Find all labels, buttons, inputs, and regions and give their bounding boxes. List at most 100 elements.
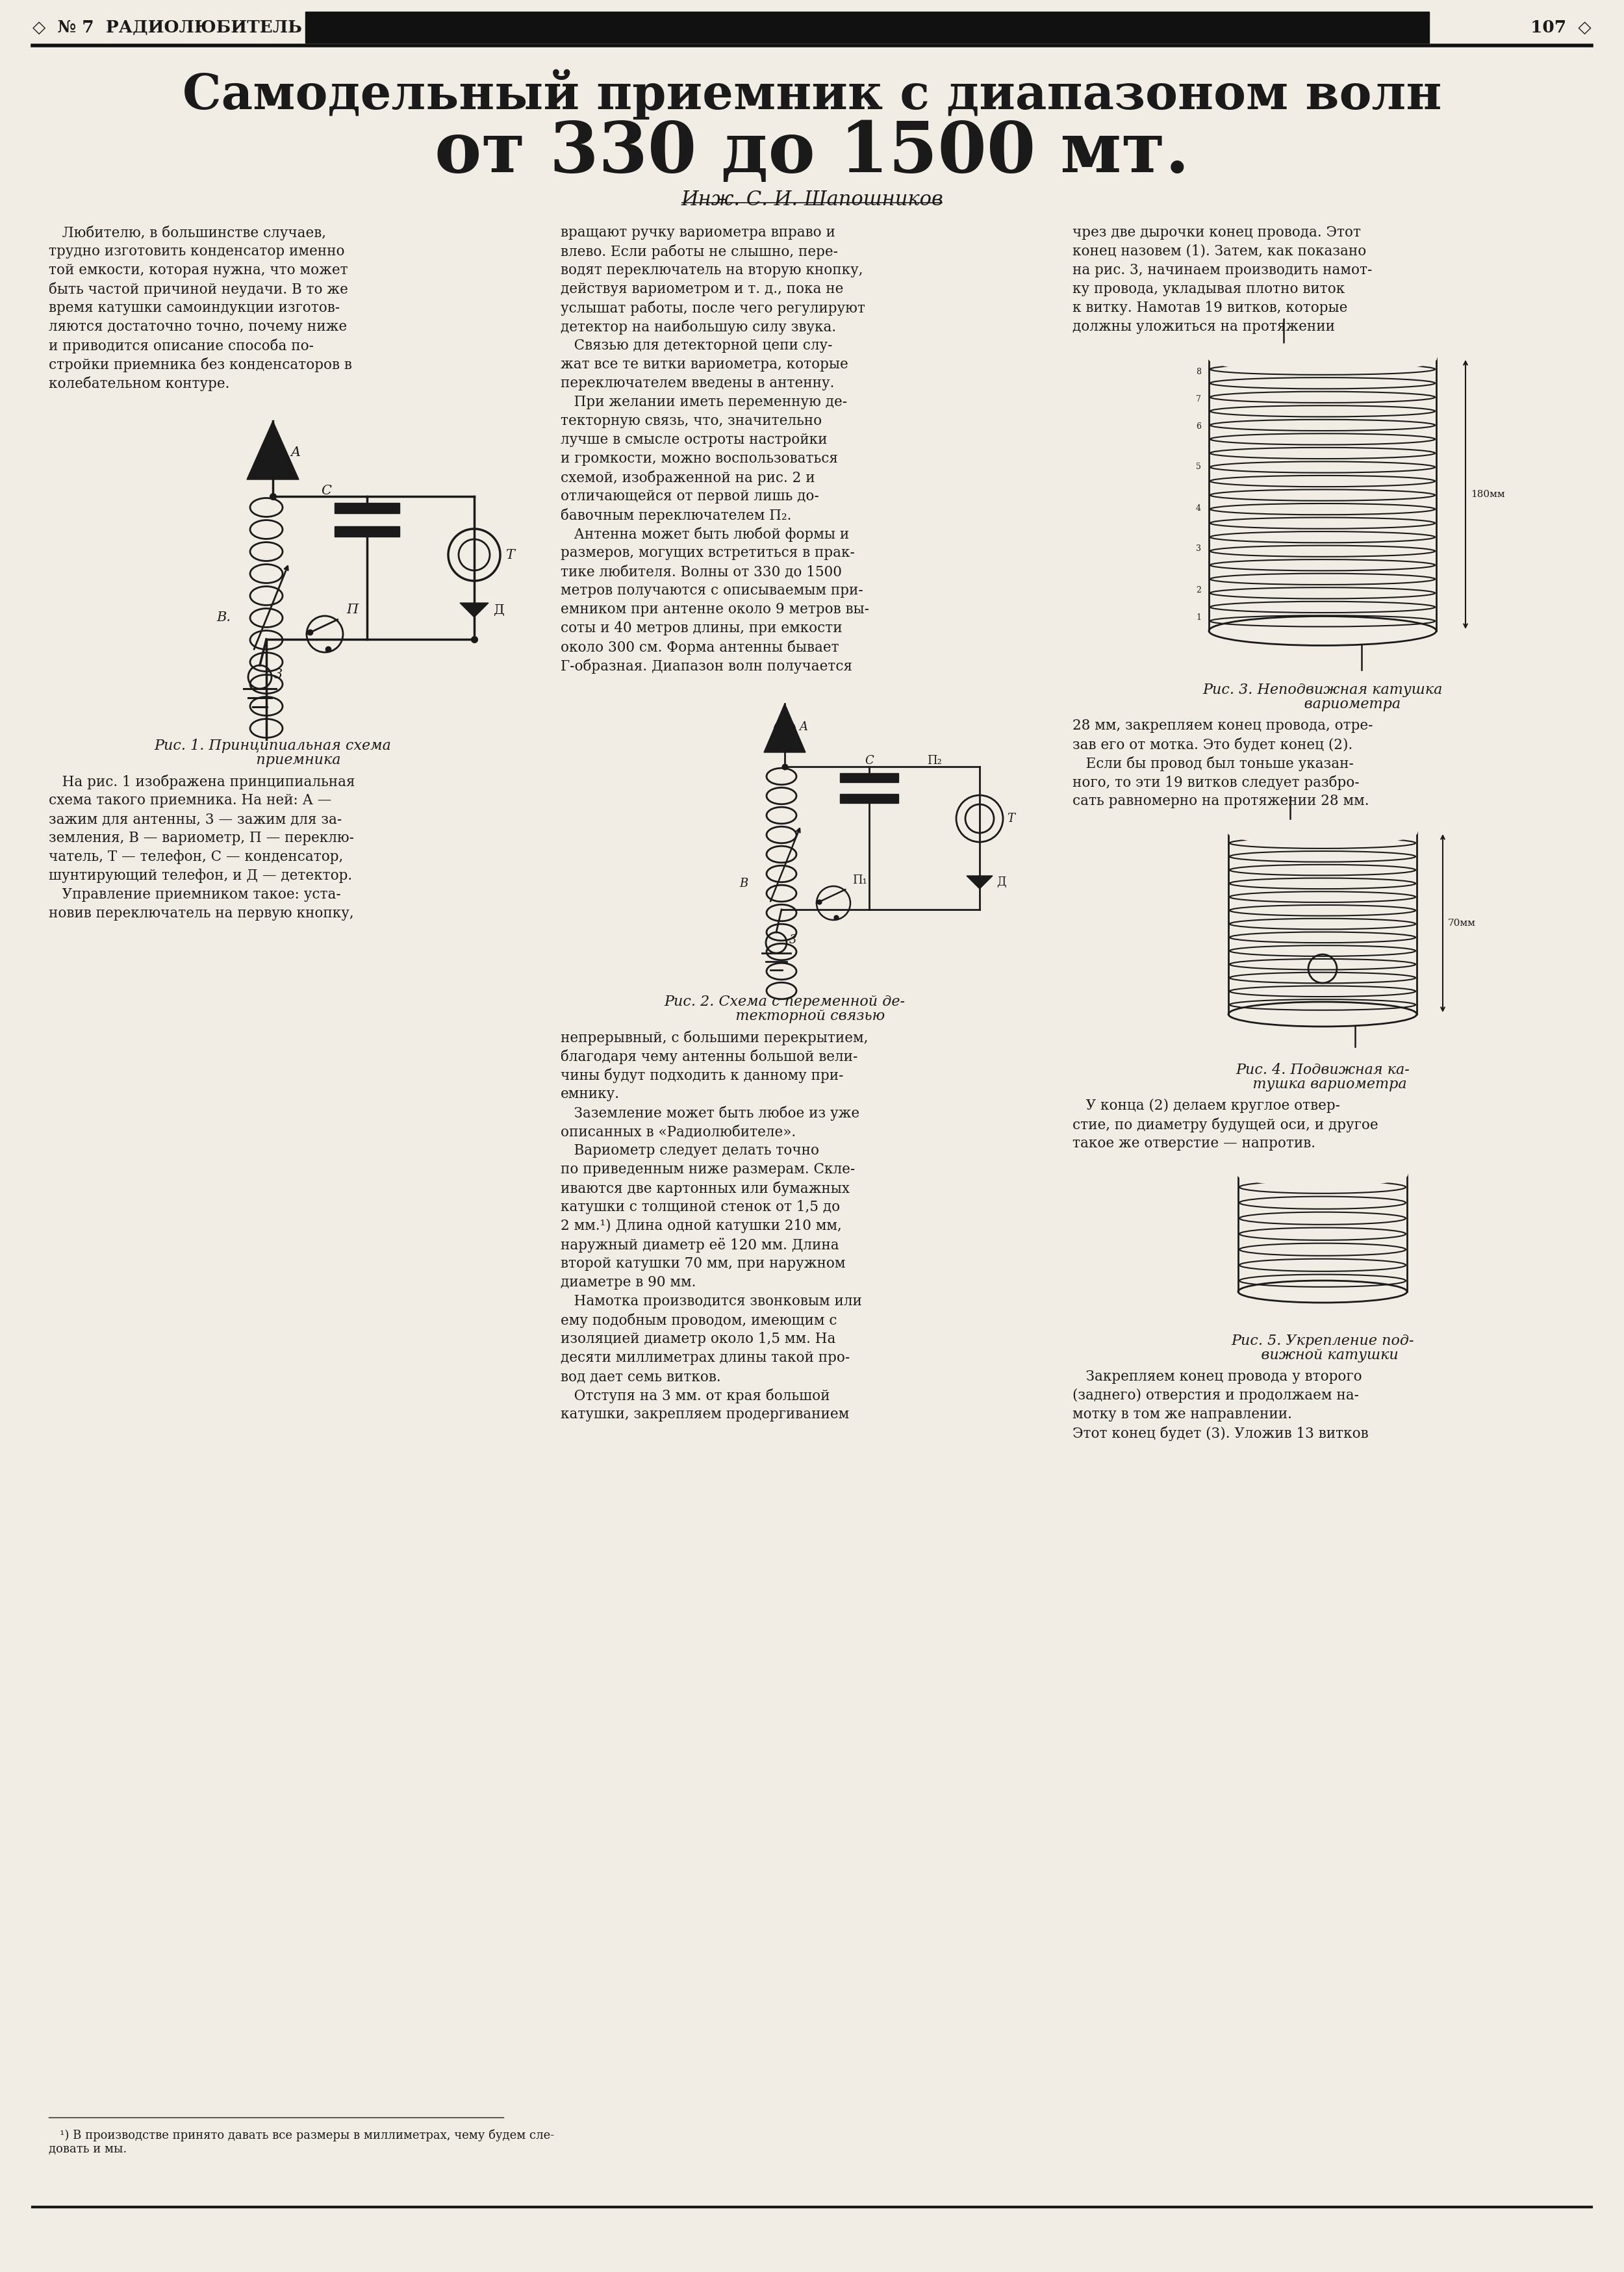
Polygon shape: [763, 704, 806, 752]
Text: Рис. 4. Подвижная ка-: Рис. 4. Подвижная ка-: [1236, 1063, 1410, 1077]
Text: мотку в том же направлении.: мотку в том же направлении.: [1072, 1406, 1293, 1422]
Text: услышат работы, после чего регулируют: услышат работы, после чего регулируют: [560, 300, 866, 316]
Text: ему подобным проводом, имеющим с: ему подобным проводом, имеющим с: [560, 1313, 836, 1329]
Text: 7: 7: [1195, 395, 1202, 402]
Text: влево. Если работы не слышно, пере-: влево. Если работы не слышно, пере-: [560, 245, 838, 259]
Polygon shape: [247, 420, 299, 479]
Text: к витку. Намотав 19 витков, которые: к витку. Намотав 19 витков, которые: [1072, 300, 1348, 316]
Text: стие, по диаметру будущей оси, и другое: стие, по диаметру будущей оси, и другое: [1072, 1118, 1379, 1131]
Text: конец назовем (1). Затем, как показано: конец назовем (1). Затем, как показано: [1072, 245, 1366, 259]
Text: и приводится описание способа по-: и приводится описание способа по-: [49, 339, 313, 354]
Text: диаметре в 90 мм.: диаметре в 90 мм.: [560, 1275, 697, 1290]
Text: водят переключатель на вторую кнопку,: водят переключатель на вторую кнопку,: [560, 264, 862, 277]
Text: 6: 6: [1195, 423, 1202, 429]
Text: Связью для детекторной цепи слу-: Связью для детекторной цепи слу-: [560, 339, 833, 352]
Text: действуя вариометром и т. д., пока не: действуя вариометром и т. д., пока не: [560, 282, 843, 295]
Text: Г-образная. Диапазон волн получается: Г-образная. Диапазон волн получается: [560, 659, 853, 675]
Text: время катушки самоиндукции изготов-: время катушки самоиндукции изготов-: [49, 300, 339, 316]
Text: 107  ◇: 107 ◇: [1531, 18, 1592, 36]
Text: T: T: [505, 548, 515, 561]
Ellipse shape: [1208, 343, 1436, 373]
Bar: [1208, 359, 1436, 632]
Bar: [335, 502, 400, 513]
Text: катушки, закрепляем продергиванием: катушки, закрепляем продергиванием: [560, 1406, 849, 1422]
Bar: [1228, 832, 1416, 1013]
Text: ◇  № 7  РАДИОЛЮБИТЕЛЬ: ◇ № 7 РАДИОЛЮБИТЕЛЬ: [32, 18, 302, 36]
Text: Рис. 3. Неподвижная катушка: Рис. 3. Неподвижная катушка: [1203, 684, 1442, 698]
Text: 4: 4: [1195, 504, 1202, 511]
Bar: [840, 793, 898, 802]
Text: Самодельный приемник с диапазоном волн: Самодельный приемник с диапазоном волн: [182, 70, 1442, 120]
Text: 2 мм.¹) Длина одной катушки 210 мм,: 2 мм.¹) Длина одной катушки 210 мм,: [560, 1218, 841, 1234]
Text: Инж. С. И. Шапошников: Инж. С. И. Шапошников: [680, 191, 944, 209]
Text: Управление приемником такое: уста-: Управление приемником такое: уста-: [49, 888, 341, 902]
Text: У конца (2) делаем круглое отвер-: У конца (2) делаем круглое отвер-: [1072, 1100, 1340, 1113]
Text: Любителю, в большинстве случаев,: Любителю, в большинстве случаев,: [49, 225, 326, 241]
Text: схема такого приемника. На ней: А —: схема такого приемника. На ней: А —: [49, 793, 331, 807]
Text: вижной катушки: вижной катушки: [1247, 1347, 1398, 1363]
Text: метров получаются с описываемым при-: метров получаются с описываемым при-: [560, 584, 864, 598]
Text: трудно изготовить конденсатор именно: трудно изготовить конденсатор именно: [49, 245, 344, 259]
Text: Этот конец будет (3). Уложив 13 витков: Этот конец будет (3). Уложив 13 витков: [1072, 1427, 1369, 1440]
Text: переключателем введены в антенну.: переключателем введены в антенну.: [560, 377, 835, 391]
Text: бавочным переключателем П₂.: бавочным переключателем П₂.: [560, 509, 791, 523]
Text: вод дает семь витков.: вод дает семь витков.: [560, 1370, 721, 1384]
Text: емнику.: емнику.: [560, 1086, 620, 1102]
Text: Отступя на 3 мм. от края большой: Отступя на 3 мм. от края большой: [560, 1388, 830, 1404]
Text: сать равномерно на протяжении 28 мм.: сать равномерно на протяжении 28 мм.: [1072, 793, 1369, 809]
Text: 8: 8: [1195, 368, 1202, 375]
Text: тушка вариометра: тушка вариометра: [1239, 1077, 1406, 1091]
Text: Антенна может быть любой формы и: Антенна может быть любой формы и: [560, 527, 849, 541]
Text: Вариометр следует делать точно: Вариометр следует делать точно: [560, 1143, 818, 1159]
Text: Заземление может быть любое из уже: Заземление может быть любое из уже: [560, 1106, 859, 1120]
Text: C: C: [322, 484, 331, 498]
Text: благодаря чему антенны большой вели-: благодаря чему антенны большой вели-: [560, 1050, 857, 1063]
Text: 3: 3: [1195, 545, 1202, 552]
Text: Д: Д: [997, 877, 1005, 888]
Text: Рис. 1. Принципиальная схема: Рис. 1. Принципиальная схема: [154, 738, 391, 752]
Text: ¹) В производстве принято давать все размеры в миллиметрах, чему будем сле-: ¹) В производстве принято давать все раз…: [49, 2129, 554, 2142]
Text: довать и мы.: довать и мы.: [49, 2142, 127, 2156]
Text: наружный диаметр её 120 мм. Длина: наружный диаметр её 120 мм. Длина: [560, 1238, 840, 1252]
Text: описанных в «Радиолюбителе».: описанных в «Радиолюбителе».: [560, 1125, 796, 1138]
Text: иваются две картонных или бумажных: иваются две картонных или бумажных: [560, 1181, 849, 1195]
Text: Рис. 2. Схема с переменной де-: Рис. 2. Схема с переменной де-: [664, 995, 905, 1009]
Text: тике любителя. Волны от 330 до 1500: тике любителя. Волны от 330 до 1500: [560, 563, 841, 579]
Text: 70мм: 70мм: [1449, 918, 1476, 927]
Text: катушки с толщиной стенок от 1,5 до: катушки с толщиной стенок от 1,5 до: [560, 1200, 840, 1213]
Text: детектор на наибольшую силу звука.: детектор на наибольшую силу звука.: [560, 320, 836, 334]
Text: 3: 3: [274, 668, 283, 682]
Ellipse shape: [1237, 1281, 1406, 1302]
Text: земления, В — вариометр, П — переклю-: земления, В — вариометр, П — переклю-: [49, 832, 354, 845]
Text: и громкости, можно воспользоваться: и громкости, можно воспользоваться: [560, 452, 838, 466]
Text: непрерывный, с большими перекрытием,: непрерывный, с большими перекрытием,: [560, 1031, 869, 1045]
Text: по приведенным ниже размерам. Скле-: по приведенным ниже размерам. Скле-: [560, 1163, 856, 1177]
Text: 28 мм, закрепляем конец провода, отре-: 28 мм, закрепляем конец провода, отре-: [1072, 718, 1372, 734]
Bar: [840, 772, 898, 782]
Text: текторную связь, что, значительно: текторную связь, что, значительно: [560, 414, 822, 427]
Text: B: B: [741, 877, 749, 888]
Text: колебательном контуре.: колебательном контуре.: [49, 377, 229, 391]
Text: ляются достаточно точно, почему ниже: ляются достаточно точно, почему ниже: [49, 320, 348, 334]
Text: новив переключатель на первую кнопку,: новив переключатель на первую кнопку,: [49, 907, 354, 920]
Ellipse shape: [1237, 1163, 1406, 1186]
Text: П: П: [346, 604, 357, 616]
Text: около 300 см. Форма антенны бывает: около 300 см. Форма антенны бывает: [560, 641, 840, 654]
Bar: [305, 11, 1429, 43]
Text: Закрепляем конец провода у второго: Закрепляем конец провода у второго: [1072, 1370, 1363, 1384]
Text: емником при антенне около 9 метров вы-: емником при антенне около 9 метров вы-: [560, 602, 869, 616]
Text: 5: 5: [1195, 463, 1202, 470]
Text: второй катушки 70 мм, при наружном: второй катушки 70 мм, при наружном: [560, 1256, 846, 1270]
Text: шунтирующий телефон, и Д — детектор.: шунтирующий телефон, и Д — детектор.: [49, 868, 352, 884]
Text: На рис. 1 изображена принципиальная: На рис. 1 изображена принципиальная: [49, 775, 356, 788]
Text: зажим для антенны, 3 — зажим для за-: зажим для антенны, 3 — зажим для за-: [49, 811, 343, 827]
Bar: [335, 527, 400, 536]
Ellipse shape: [1228, 1002, 1416, 1027]
Text: от 330 до 1500 мт.: от 330 до 1500 мт.: [435, 118, 1189, 186]
Ellipse shape: [1228, 820, 1416, 845]
Text: 180мм: 180мм: [1471, 491, 1505, 500]
Text: B.: B.: [216, 611, 231, 625]
Text: чины будут подходить к данному при-: чины будут подходить к данному при-: [560, 1068, 843, 1084]
Text: должны уложиться на протяжении: должны уложиться на протяжении: [1072, 320, 1335, 334]
Text: П₂: П₂: [927, 754, 942, 766]
